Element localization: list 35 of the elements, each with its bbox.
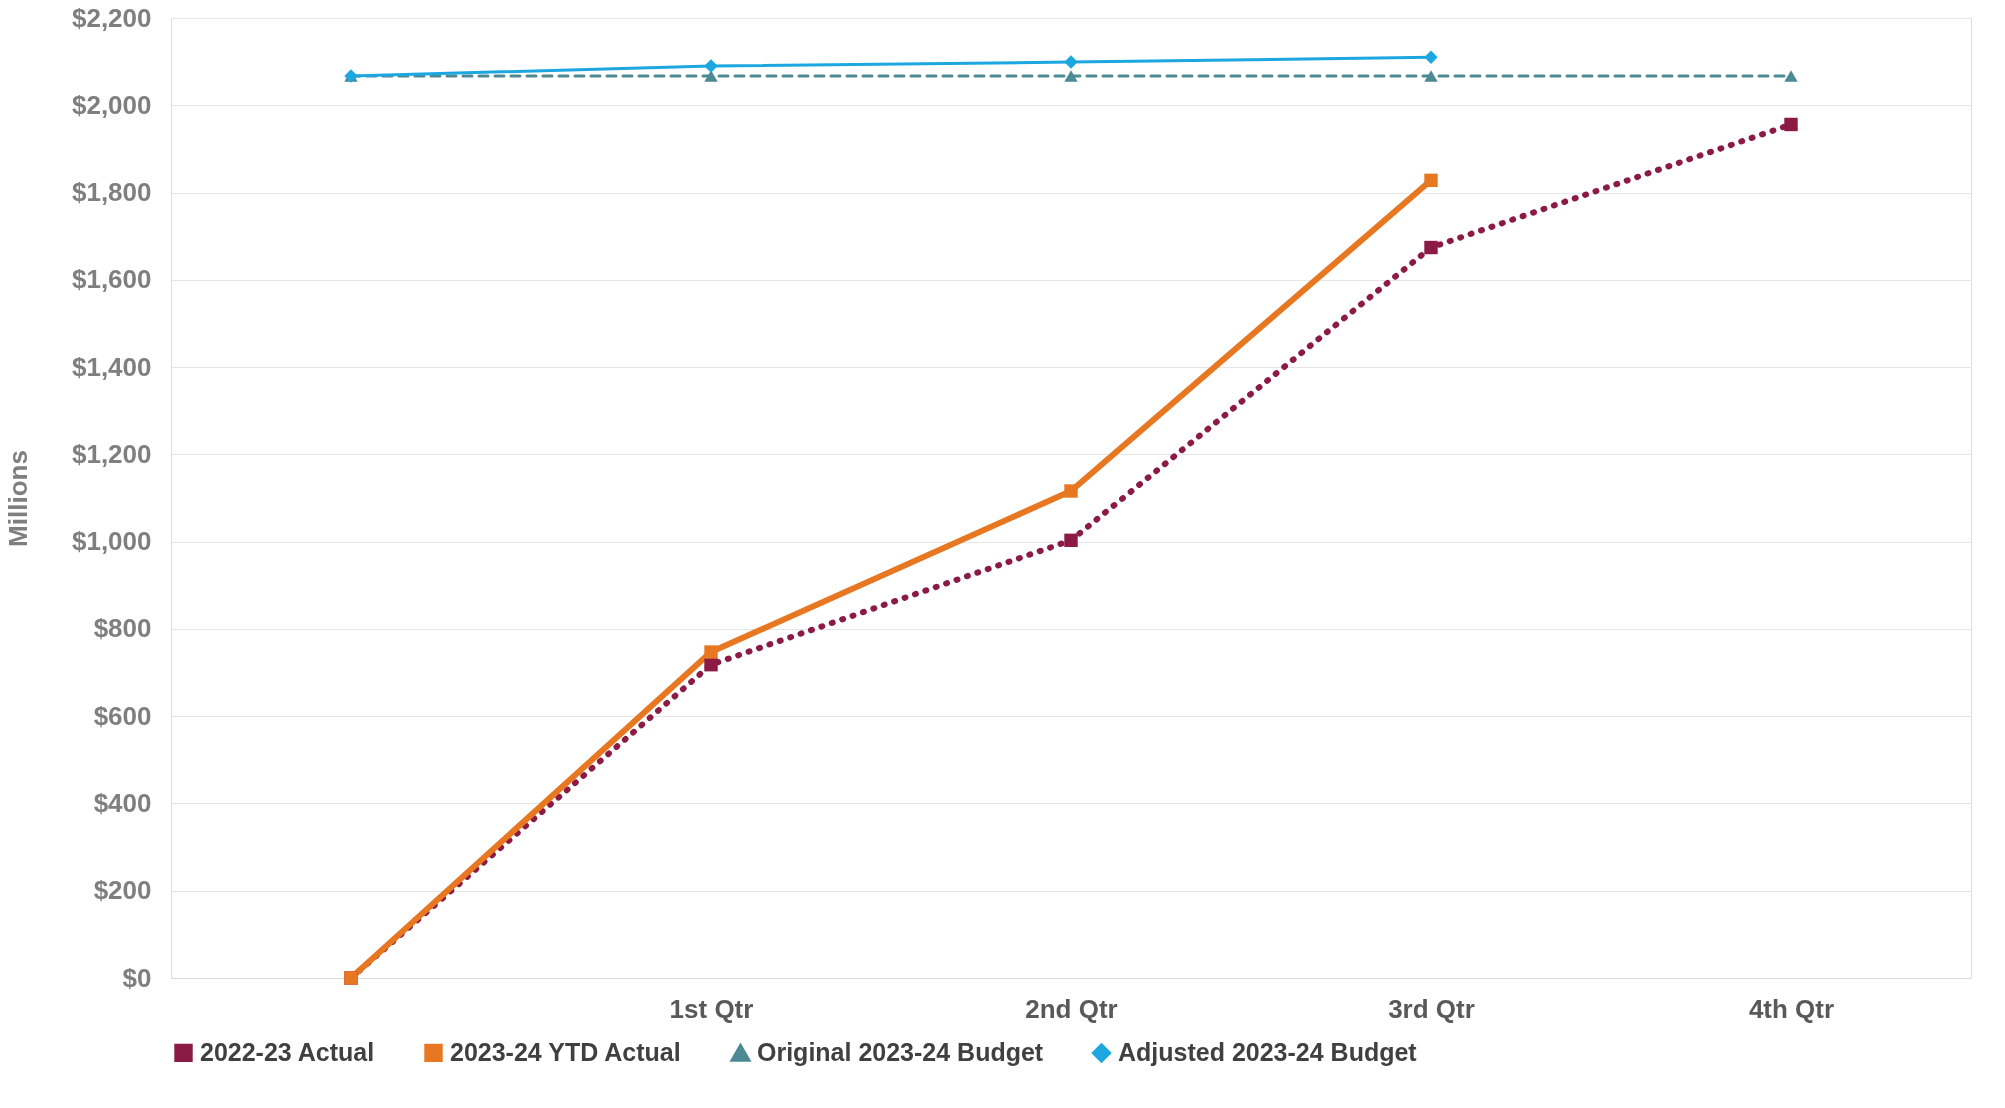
legend-label: Original 2023-24 Budget (757, 1038, 1044, 1067)
point (1424, 50, 1438, 64)
y-tick-label: $1,600 (71, 264, 152, 295)
x-tick-label: 1st Qtr (669, 993, 754, 1024)
point (1424, 70, 1438, 82)
point (1784, 70, 1798, 82)
point (1064, 70, 1078, 82)
point (704, 657, 718, 672)
point (1064, 484, 1078, 498)
point (704, 59, 718, 73)
x-tick-label: 3rd Qtr (1388, 993, 1475, 1024)
legend-label: Adjusted 2023-24 Budget (1118, 1037, 1418, 1066)
y-tick-label: $1,400 (71, 351, 152, 382)
point (1784, 117, 1798, 132)
y-tick-label: $600 (93, 700, 152, 731)
y-tick-label: $2,000 (71, 89, 152, 120)
y-tick-label: $1,000 (71, 526, 152, 557)
point (1064, 533, 1078, 548)
legend-label: 2023-24 YTD Actual (450, 1037, 681, 1066)
x-tick-label: 2nd Qtr (1025, 993, 1118, 1024)
x-tick-label: 4th Qtr (1748, 993, 1835, 1024)
y-tick-label: $400 (93, 787, 152, 818)
y-tick-label: $0 (122, 962, 152, 993)
point (1424, 240, 1438, 255)
y-tick-label: $1,200 (71, 438, 152, 469)
point (1424, 173, 1438, 188)
point (1064, 55, 1078, 69)
point (704, 70, 718, 82)
y-tick-label: $1,800 (71, 177, 152, 208)
y-tick-label: $2,200 (71, 2, 152, 33)
y-tick-label: $200 (93, 875, 152, 906)
y-axis-title: Millions (2, 450, 33, 547)
y-tick-label: $800 (93, 613, 152, 644)
legend-label: 2022-23 Actual (200, 1037, 375, 1066)
point (704, 645, 718, 659)
